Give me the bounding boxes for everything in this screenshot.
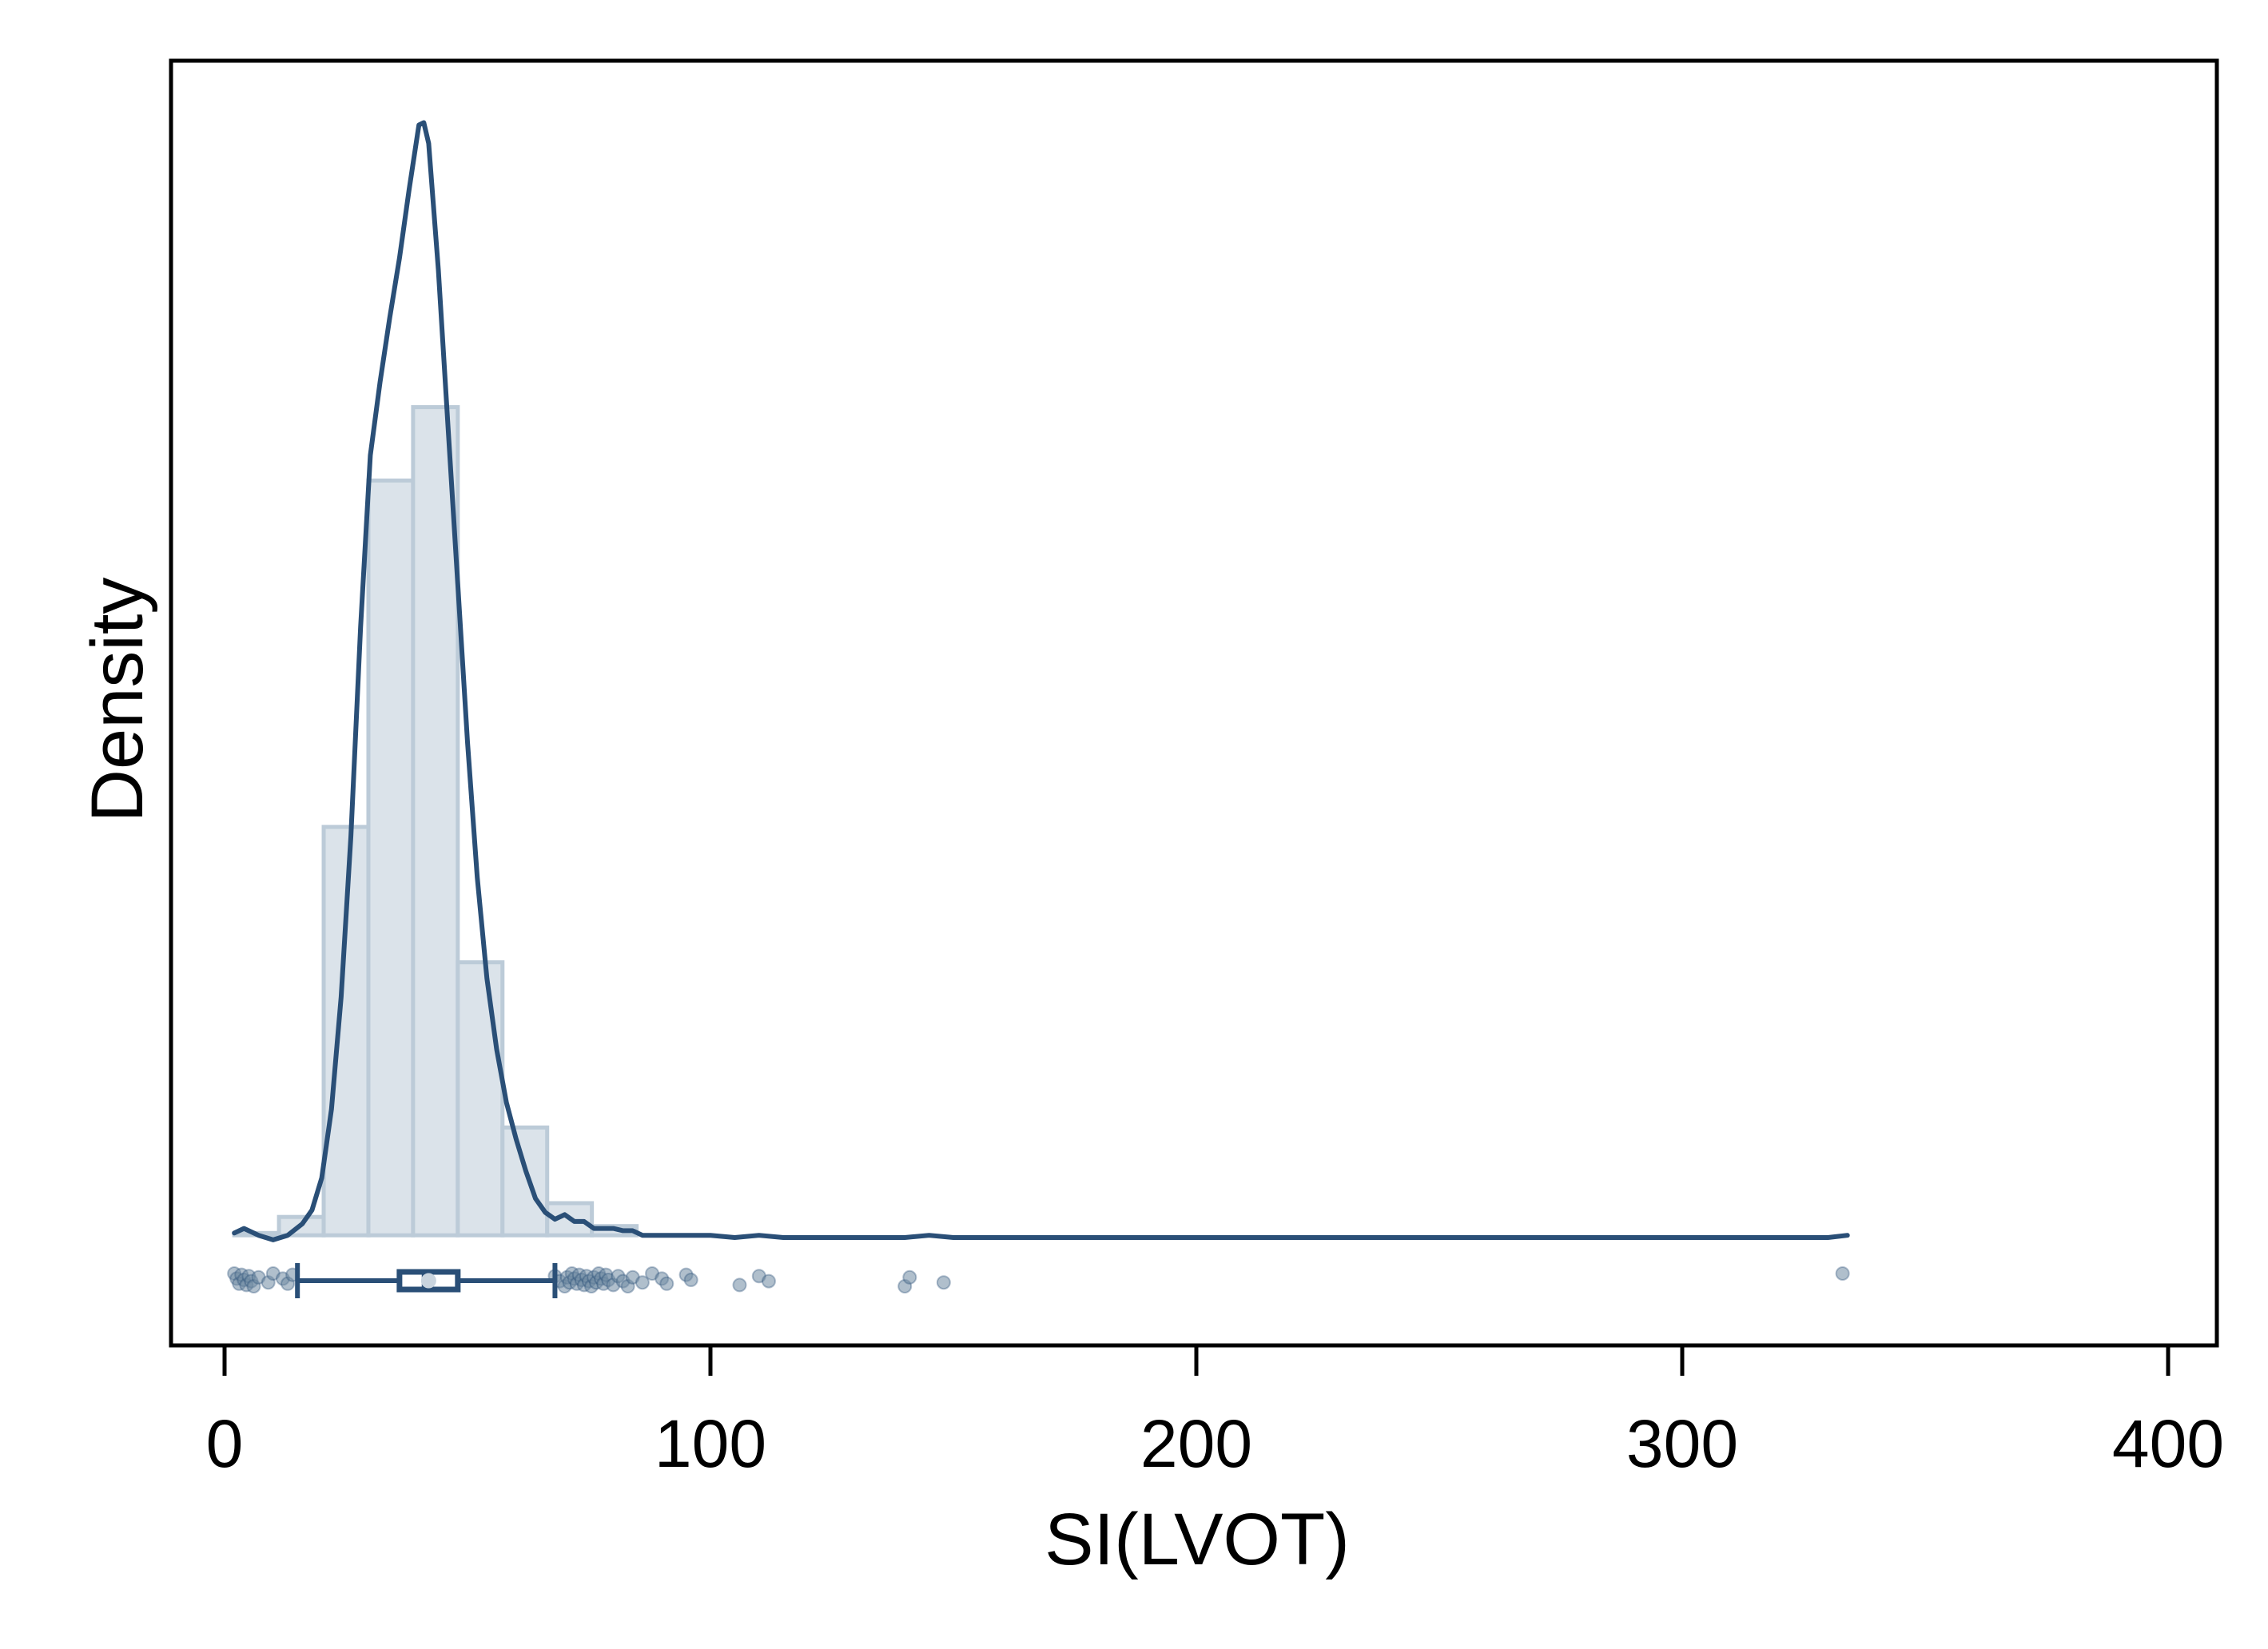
observation-points [227,1266,1850,1293]
plot-frame [169,58,2219,1348]
density-curve-layer [232,120,1850,1242]
histogram-bar [456,960,505,1238]
histogram-bars [232,405,639,1238]
observation-point [732,1277,747,1293]
x-tick-label: 0 [206,1406,244,1481]
histogram-bar [411,405,460,1238]
observation-point [635,1275,650,1290]
boxplot [295,1263,558,1298]
x-axis-title: SI(LVOT) [1044,1499,1350,1580]
observation-point [659,1276,674,1291]
x-tick-label: 200 [1140,1406,1252,1481]
observation-point [936,1275,951,1290]
histogram-bar [366,478,416,1238]
x-tick-label: 400 [2112,1406,2224,1481]
observation-point [902,1270,917,1285]
x-tick-label: 300 [1626,1406,1738,1481]
observation-point [1835,1266,1850,1281]
x-tick-label: 100 [655,1406,766,1481]
histogram-bar [500,1125,550,1238]
density-curve [232,120,1850,1242]
x-axis: 0 100 200 300 400 [206,1345,2224,1481]
observation-point [761,1274,776,1289]
y-axis-title: Density [77,578,158,823]
observation-point [683,1273,698,1287]
boxplot-mean-marker [420,1273,436,1289]
